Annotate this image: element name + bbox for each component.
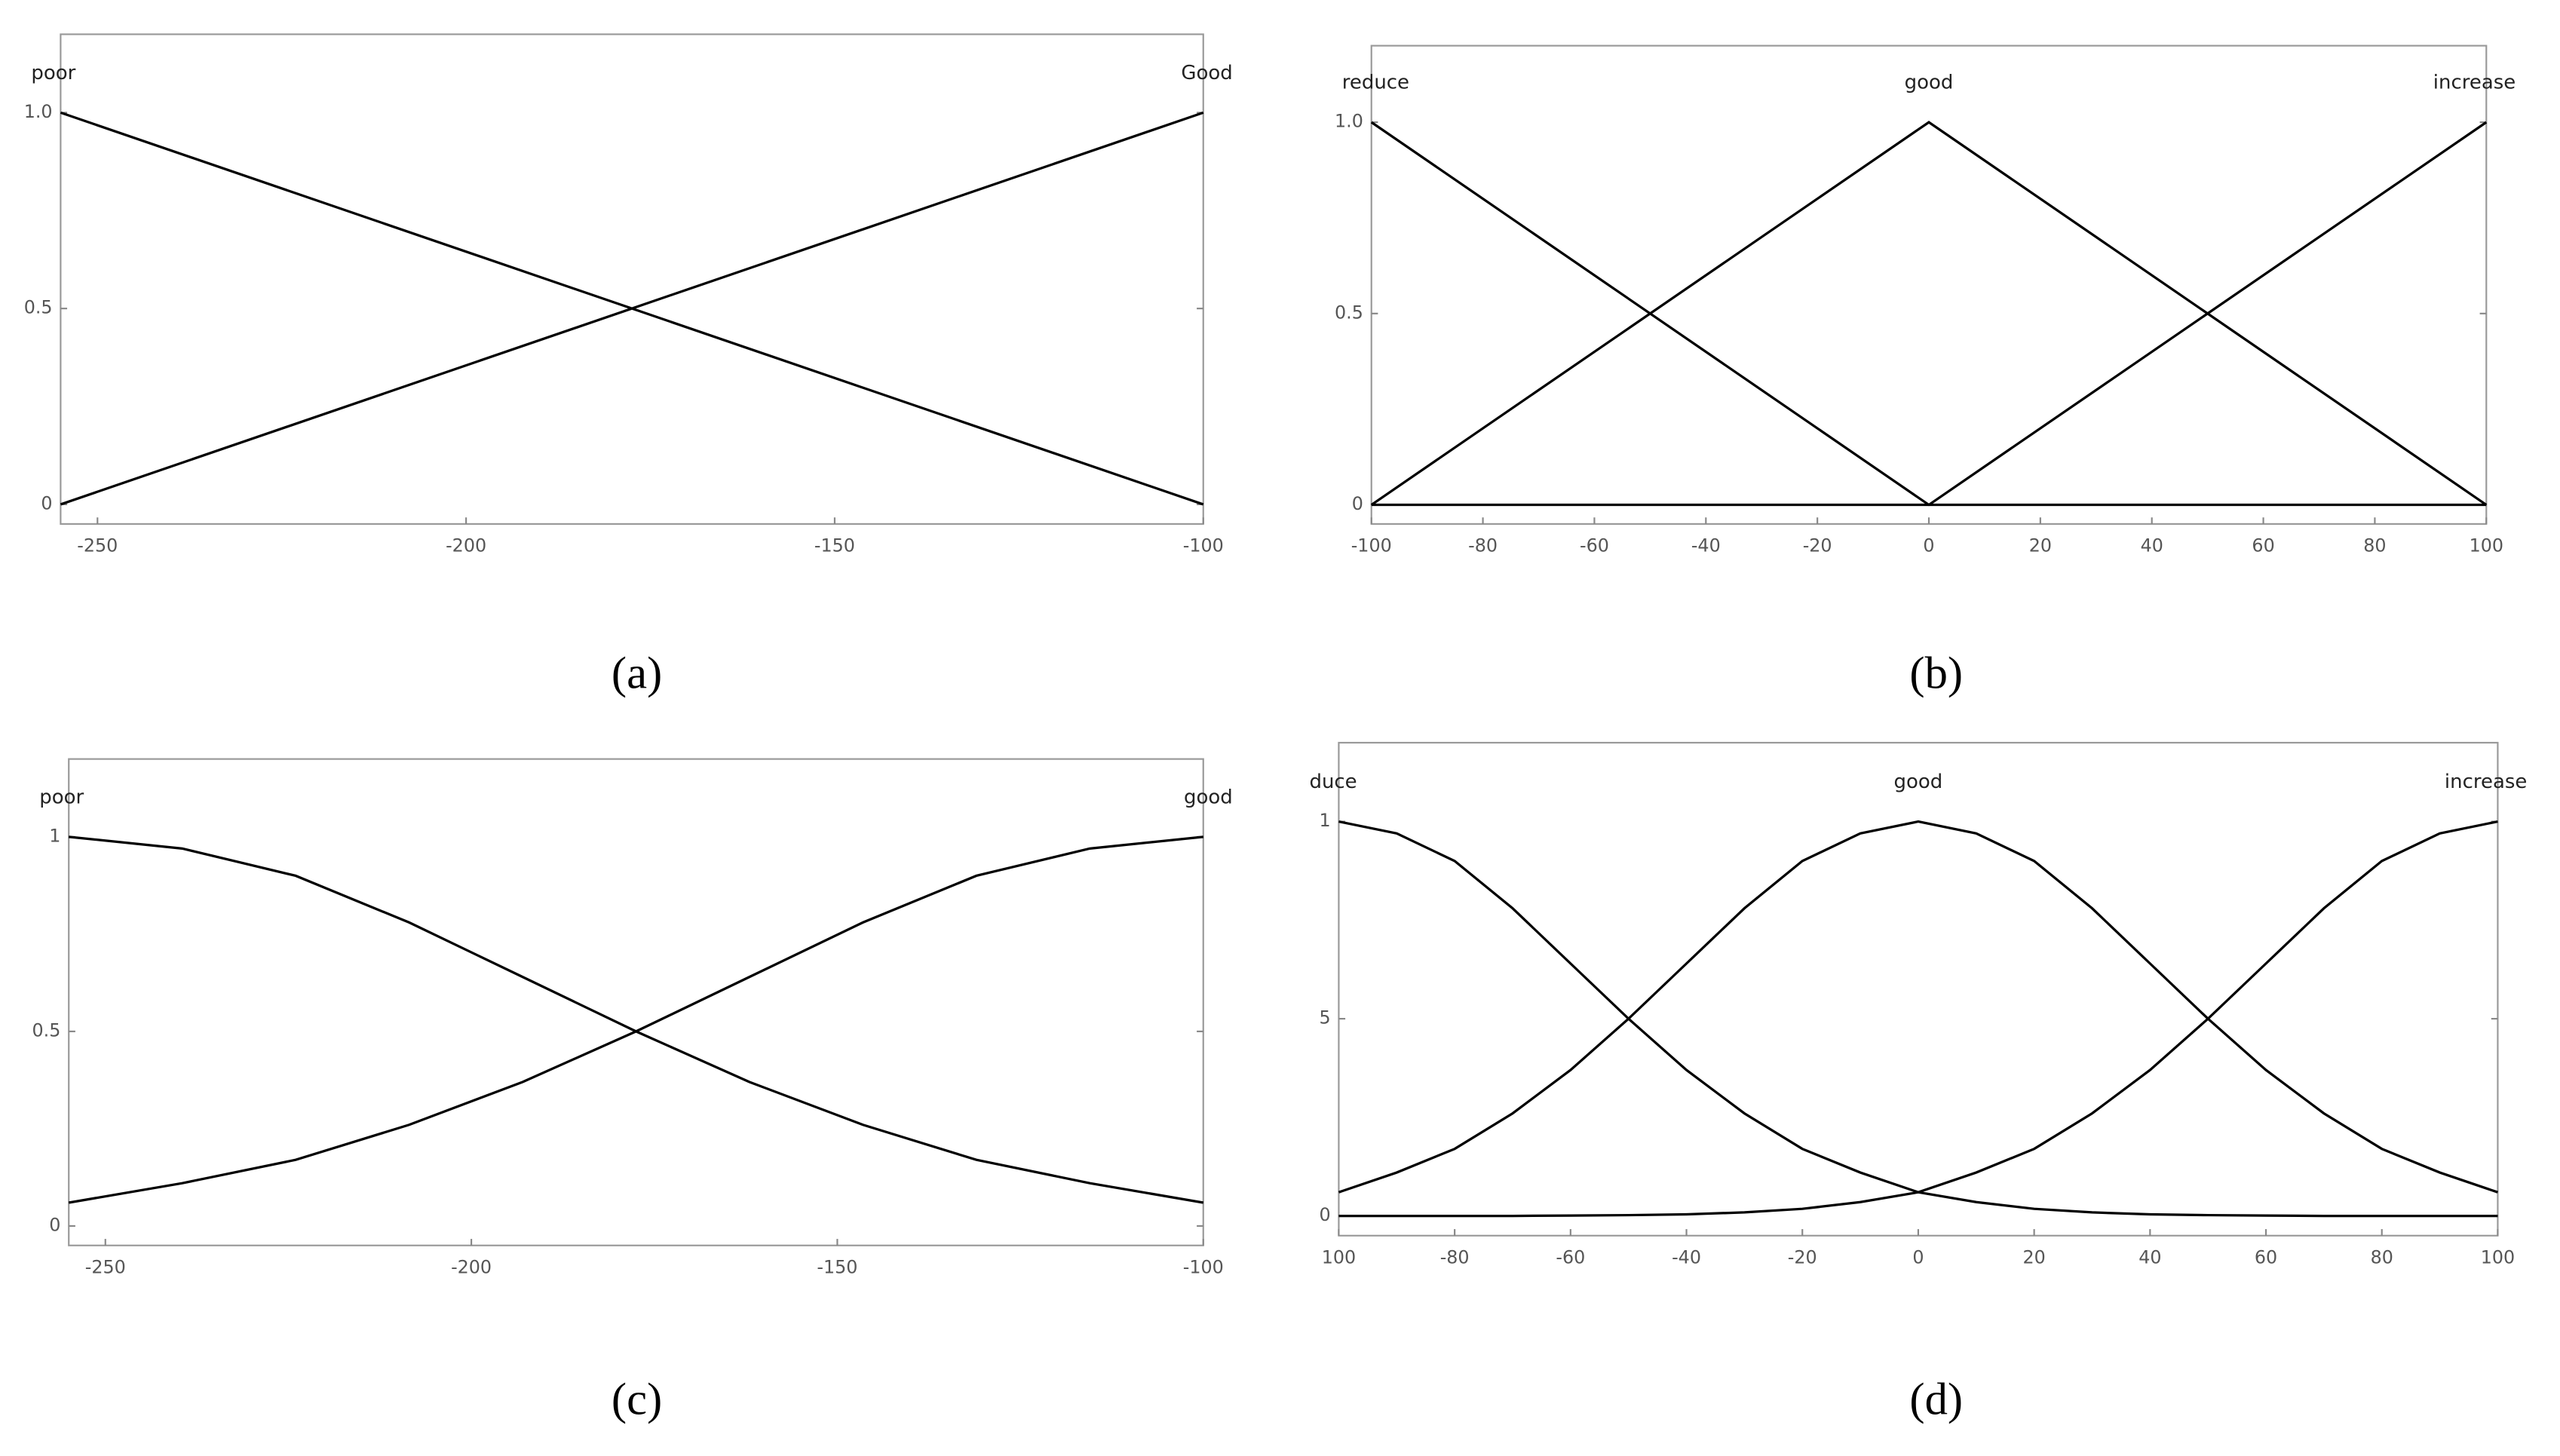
membership-curve [1338,820,2498,1218]
x-tick-label: -100 [1183,535,1224,556]
series-label: increase [2433,72,2516,94]
x-tick-label: 100 [2470,535,2503,556]
x-tick-label: -200 [446,535,486,556]
x-tick-label: -250 [77,535,118,556]
x-tick-label: 80 [2371,1247,2393,1268]
x-tick-label: 60 [2252,535,2274,556]
x-tick-label: 40 [2141,535,2163,556]
membership-curve [1371,121,2488,507]
membership-curve [1338,820,2498,1194]
x-tick-label: -40 [1672,1247,1701,1268]
y-tick-label: 0.5 [1335,302,1363,323]
x-tick-label: -200 [451,1257,492,1278]
x-tick-label: -150 [814,535,855,556]
series-label: reduce [1342,72,1409,94]
y-tick-label: 1.0 [1335,111,1363,132]
plot-frame [60,33,1204,525]
x-tick-label: -150 [817,1257,857,1278]
y-tick-label: 0.5 [24,297,53,318]
x-tick-label: 40 [2138,1247,2161,1268]
x-tick-label: 0 [1912,1247,1924,1268]
y-tick-label: 1.0 [24,101,53,122]
x-tick-label: 60 [2255,1247,2277,1268]
series-label: duce [1309,771,1357,793]
panel-caption: (a) [612,648,662,698]
membership-curve [1370,121,2488,506]
series-label: good [1894,771,1943,793]
panel-caption: (b) [1909,648,1963,698]
x-tick-label: -250 [85,1257,126,1278]
membership-curve [1338,820,2498,1218]
x-tick-label: -80 [1468,535,1498,556]
series-label: poor [31,62,75,84]
x-tick-label: -60 [1556,1247,1585,1268]
y-tick-label: 0 [1352,493,1363,514]
membership-curve [68,835,1203,1204]
plot-frame [1338,741,2499,1237]
x-tick-label: 20 [2029,535,2052,556]
x-tick-label: 20 [2022,1247,2045,1268]
y-tick-label: 0 [41,492,52,513]
y-tick-label: 0.5 [32,1019,61,1041]
membership-curve [1370,121,2487,507]
series-label: Good [1181,62,1232,84]
x-tick-label: 100 [1322,1247,1356,1268]
x-tick-label: 0 [1923,535,1934,556]
panel-caption: (c) [612,1375,662,1425]
x-tick-label: -40 [1691,535,1721,556]
x-tick-label: 80 [2363,535,2386,556]
x-tick-label: -20 [1803,535,1832,556]
y-tick-label: 1 [49,825,60,846]
series-label: good [1184,786,1233,808]
membership-curve [60,111,1204,506]
x-tick-label: -80 [1440,1247,1470,1268]
x-tick-label: 100 [2481,1247,2515,1268]
x-tick-label: -60 [1580,535,1609,556]
x-tick-label: -100 [1183,1257,1224,1278]
series-label: increase [2445,771,2527,793]
plot-frame [1370,44,2488,525]
panel-caption: (d) [1909,1375,1963,1425]
membership-curve [69,835,1204,1204]
y-tick-label: 0 [49,1214,60,1235]
y-tick-label: 0 [1319,1204,1330,1225]
plot-frame [68,758,1204,1246]
series-label: poor [39,786,84,808]
y-tick-label: 5 [1319,1007,1330,1028]
x-tick-label: -100 [1351,535,1392,556]
series-label: good [1905,72,1954,94]
y-tick-label: 1 [1319,810,1330,831]
x-tick-label: -20 [1788,1247,1817,1268]
